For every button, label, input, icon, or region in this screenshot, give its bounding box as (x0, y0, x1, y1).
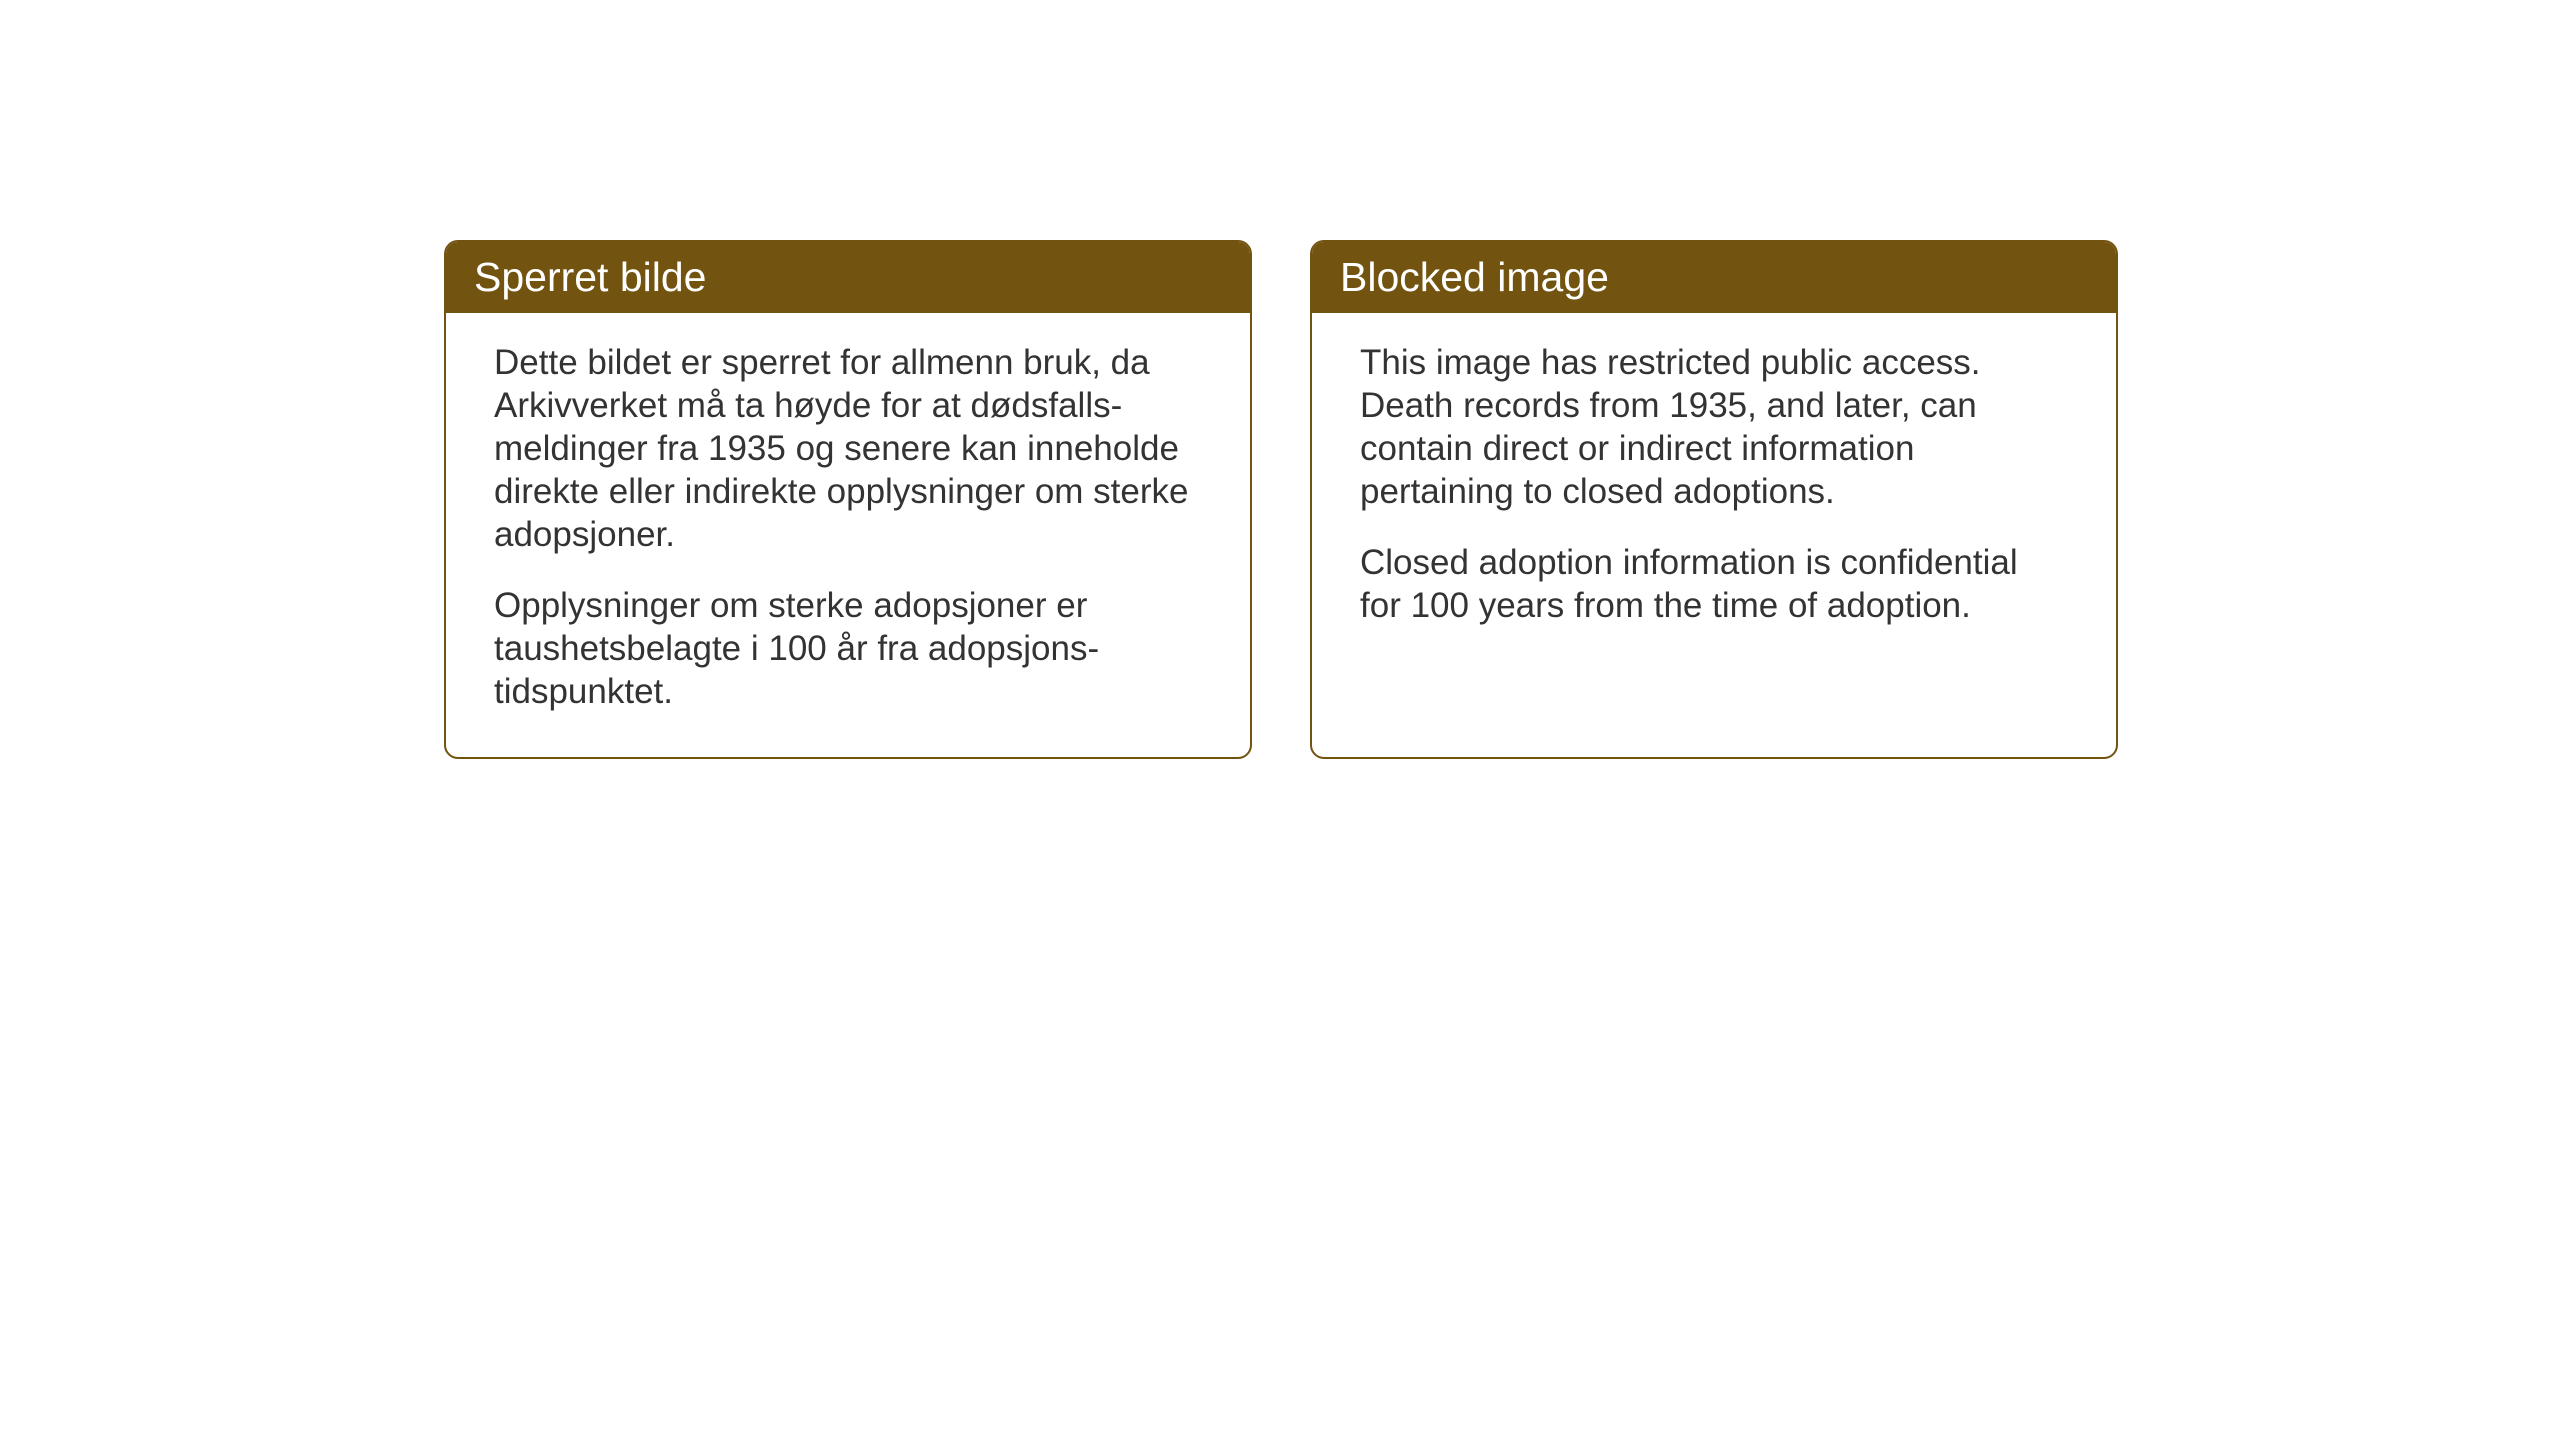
notice-cards-container: Sperret bilde Dette bildet er sperret fo… (444, 240, 2118, 759)
english-card-body: This image has restricted public access.… (1312, 313, 2116, 671)
english-notice-card: Blocked image This image has restricted … (1310, 240, 2118, 759)
english-paragraph-2: Closed adoption information is confident… (1360, 541, 2068, 627)
norwegian-card-body: Dette bildet er sperret for allmenn bruk… (446, 313, 1250, 757)
norwegian-paragraph-2: Opplysninger om sterke adopsjoner er tau… (494, 584, 1202, 713)
english-card-title: Blocked image (1312, 242, 2116, 313)
english-paragraph-1: This image has restricted public access.… (1360, 341, 2068, 513)
norwegian-card-title: Sperret bilde (446, 242, 1250, 313)
norwegian-notice-card: Sperret bilde Dette bildet er sperret fo… (444, 240, 1252, 759)
norwegian-paragraph-1: Dette bildet er sperret for allmenn bruk… (494, 341, 1202, 556)
